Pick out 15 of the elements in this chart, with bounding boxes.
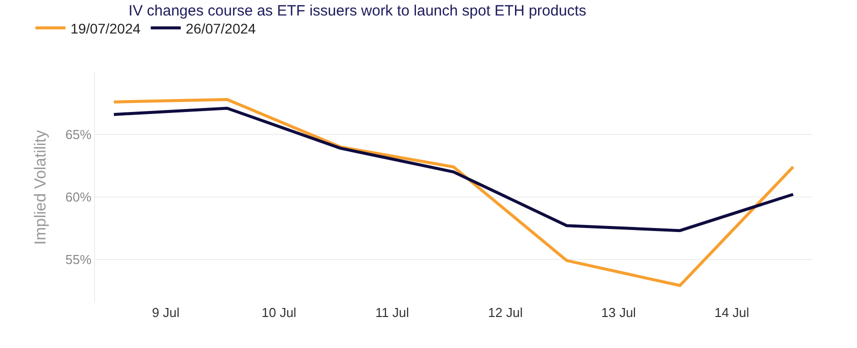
y-tick-label: 60%	[65, 189, 92, 204]
y-tick-label: 65%	[65, 126, 92, 142]
line-series	[112, 98, 795, 288]
x-tick-label: 11 Jul	[375, 305, 410, 320]
x-tick-label: 12 Jul	[488, 305, 523, 320]
chart-title: IV changes course as ETF issuers work to launch spot ETH products	[128, 2, 586, 20]
x-tick-label: 14 Jul	[714, 305, 750, 320]
x-tick-label: 9 Jul	[152, 305, 180, 320]
legend-label: 26/07/2024	[186, 20, 256, 36]
y-tick-label: 55%	[65, 252, 92, 267]
legend-label: 19/07/2024	[70, 20, 141, 36]
x-tick-label: 13 Jul	[601, 305, 636, 320]
x-tick-label: 10 Jul	[262, 305, 296, 320]
line-series	[112, 106, 795, 232]
y-axis-title: Implied Volatility	[32, 130, 50, 245]
